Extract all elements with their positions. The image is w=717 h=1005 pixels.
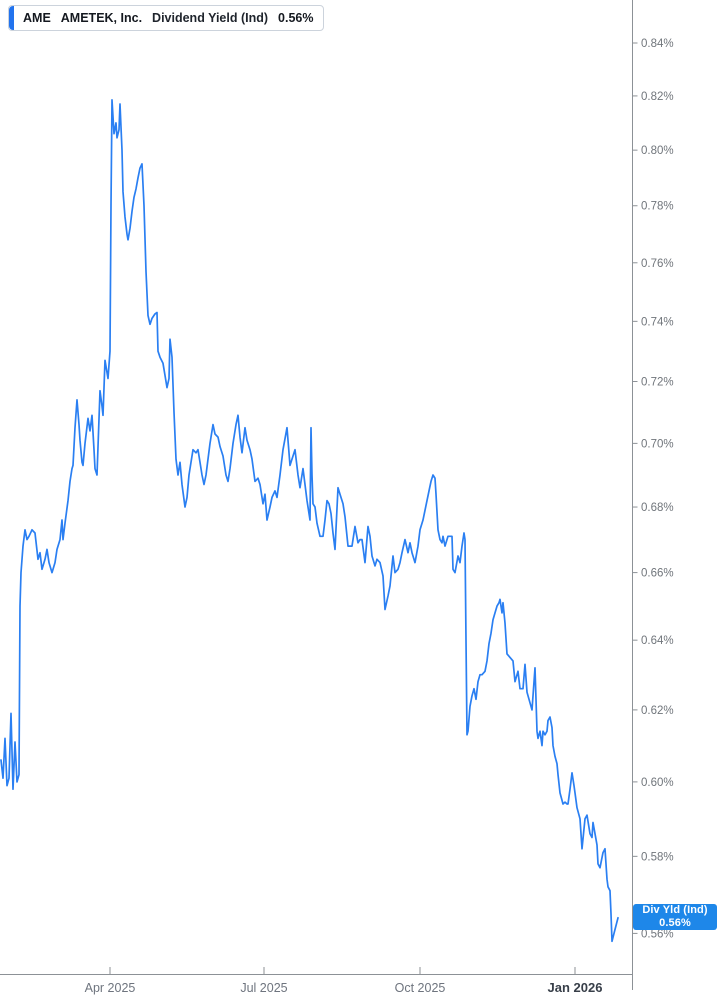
y-tick-label: 0.84% <box>641 38 674 50</box>
company-name: AMETEK, Inc. <box>60 11 143 25</box>
y-tick-label: 0.58% <box>641 851 674 863</box>
x-tick-label: Oct 2025 <box>395 981 446 995</box>
chart-legend[interactable]: AME AMETEK, Inc. Dividend Yield (Ind) 0.… <box>8 5 325 31</box>
y-tick-label: 0.62% <box>641 705 674 717</box>
y-tick-label: 0.78% <box>641 201 674 213</box>
y-tick-label: 0.66% <box>641 568 674 580</box>
x-tick-label: Apr 2025 <box>85 981 136 995</box>
x-tick-label: Jan 2026 <box>548 980 603 995</box>
y-tick-label: 0.80% <box>641 145 674 157</box>
last-value-badge: Div Yld (Ind) 0.56% <box>633 904 717 930</box>
y-tick-label: 0.76% <box>641 258 674 270</box>
y-tick-label: 0.82% <box>641 91 674 103</box>
ticker-symbol: AME <box>23 11 51 25</box>
price-line <box>0 99 619 943</box>
y-tick-label: 0.68% <box>641 502 674 514</box>
badge-series-label: Div Yld (Ind) <box>642 904 708 916</box>
y-tick-label: 0.70% <box>641 438 674 450</box>
x-tick-label: Jul 2025 <box>240 981 287 995</box>
y-tick-label: 0.72% <box>641 377 674 389</box>
y-tick-label: 0.64% <box>641 635 674 647</box>
y-tick-label: 0.56% <box>641 928 674 940</box>
metric-name: Dividend Yield (Ind) <box>152 11 269 25</box>
legend-accent-bar <box>9 6 14 30</box>
badge-value: 0.56% <box>659 917 691 929</box>
y-tick-label: 0.60% <box>641 777 674 789</box>
current-value: 0.56% <box>278 11 314 25</box>
y-tick-label: 0.74% <box>641 316 674 328</box>
